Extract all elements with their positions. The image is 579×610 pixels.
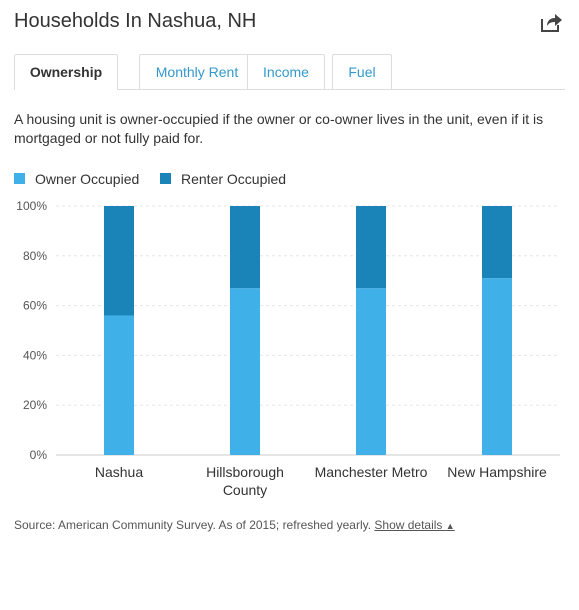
bar-renter-occupied [356,206,386,289]
tab-fuel[interactable]: Fuel [332,54,392,89]
legend-swatch-owner [14,173,25,184]
show-details-link[interactable]: Show details ▲ [374,518,454,532]
bar-owner-occupied [104,315,134,455]
tab-divider [14,89,565,90]
tab-ownership[interactable]: Ownership [14,54,118,90]
y-tick-label: 100% [16,199,47,213]
y-tick-label: 80% [23,249,47,263]
share-icon[interactable] [539,10,563,34]
bar-owner-occupied [482,278,512,455]
legend-swatch-renter [160,173,171,184]
bar-owner-occupied [230,288,260,455]
ownership-description: A housing unit is owner-occupied if the … [14,111,544,146]
tab-income[interactable]: Income [247,54,325,89]
legend-label-owner: Owner Occupied [35,171,140,187]
page-title: Households In Nashua, NH [14,10,257,32]
y-tick-label: 20% [23,398,47,412]
caret-up-icon: ▲ [445,521,455,531]
tab-bar: Ownership Monthly Rent Income Fuel [14,54,565,90]
x-tick-label: Hillsborough County [206,464,284,498]
bar-owner-occupied [356,288,386,455]
x-tick-label: Manchester Metro [315,464,428,480]
bar-renter-occupied [104,206,134,316]
show-details-label: Show details [374,518,443,532]
x-tick-label: New Hampshire [447,464,547,480]
source-text: Source: American Community Survey. As of… [14,518,372,532]
source-note: Source: American Community Survey. As of… [14,518,455,532]
ownership-bar-chart: 0% 20% 40% 60% 80% 100% Nashua Hillsborough Coun… [16,199,560,498]
legend-label-renter: Renter Occupied [181,171,287,187]
x-tick-label: Nashua [95,464,143,480]
y-tick-label: 0% [30,448,48,462]
y-tick-label: 40% [23,348,47,362]
bar-renter-occupied [482,206,512,279]
tab-monthly-rent[interactable]: Monthly Rent [139,54,255,89]
header: Households In Nashua, NH [14,8,565,38]
y-tick-label: 60% [23,299,47,313]
bar-renter-occupied [230,206,260,289]
